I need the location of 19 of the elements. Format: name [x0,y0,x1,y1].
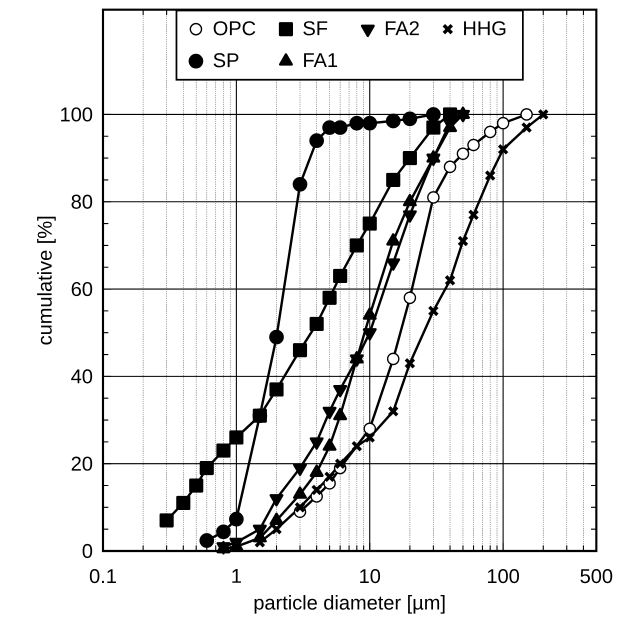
legend-label: FA1 [304,53,338,68]
legend-label: SF [303,21,328,36]
y-tick-label: 60 [72,282,92,296]
y-tick-label: 0 [82,544,92,558]
y-tick-label: 80 [72,194,92,209]
y-tick-label: 100 [61,107,92,122]
x-tick-label: 500 [580,569,612,584]
legend-label: OPC [214,21,256,36]
x-tick-label: 10 [360,569,380,584]
x-tick-label: 1 [232,569,241,583]
y-tick-label: 20 [72,456,92,471]
legend-label: SP [214,53,238,68]
legend-label: FA2 [386,21,419,36]
x-axis-title: particle diameter [µm] [254,595,445,614]
x-tick-label: 100 [488,569,519,584]
x-tick-label: 0.1 [90,569,116,584]
y-tick-label: 40 [71,369,92,384]
y-axis-title: cumulative [%] [37,216,56,344]
legend-label: HHG [464,21,506,36]
